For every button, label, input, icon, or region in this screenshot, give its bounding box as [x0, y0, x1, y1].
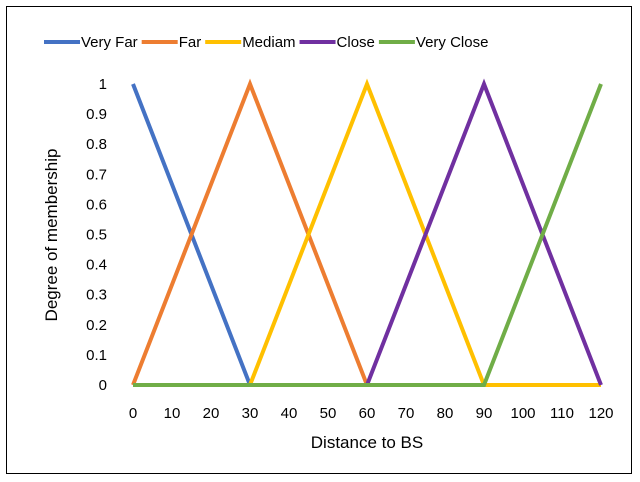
legend-label-very-close: Very Close: [416, 34, 489, 51]
legend-label-far: Far: [179, 34, 202, 51]
series-layer: [131, 78, 603, 387]
y-tick-label: 0.4: [86, 257, 107, 274]
x-tick-label: 80: [437, 405, 454, 422]
series-line-far: [131, 78, 601, 387]
x-tick-label: 30: [242, 405, 259, 422]
x-tick-label: 20: [203, 405, 220, 422]
series-line-close: [133, 78, 603, 387]
y-tick-label: 0.7: [86, 166, 107, 183]
legend-label-mediam: Mediam: [242, 34, 295, 51]
x-tick-label: 90: [476, 405, 493, 422]
y-tick-label: 0.5: [86, 227, 107, 244]
y-tick-label: 0.8: [86, 136, 107, 153]
x-tick-label: 10: [164, 405, 181, 422]
y-tick-label: 1: [99, 76, 107, 93]
y-tick-label: 0.6: [86, 196, 107, 213]
y-axis-title: Degree of membership: [42, 149, 61, 322]
x-tick-label: 60: [359, 405, 376, 422]
x-tick-label: 0: [129, 405, 137, 422]
y-axis-ticks: 0 0.1 0.2 0.3 0.4 0.5 0.6 0.7 0.8 0.9 1: [86, 76, 107, 394]
x-tick-label: 40: [281, 405, 298, 422]
legend-label-very-far: Very Far: [81, 34, 138, 51]
x-tick-label: 70: [398, 405, 415, 422]
series-line-very-close: [133, 83, 603, 387]
x-tick-label: 110: [550, 405, 574, 422]
y-tick-label: 0: [99, 377, 107, 394]
legend: Very Far Far Mediam Close Very Close: [44, 34, 488, 51]
y-tick-label: 0.2: [86, 317, 107, 334]
series-line-very-far: [131, 83, 601, 387]
y-tick-label: 0.3: [86, 287, 107, 304]
y-tick-label: 0.1: [86, 347, 107, 364]
x-tick-label: 50: [320, 405, 337, 422]
x-axis-title: Distance to BS: [311, 433, 423, 452]
y-tick-label: 0.9: [86, 106, 107, 123]
series-line-mediam: [133, 78, 601, 387]
x-tick-label: 120: [588, 405, 613, 422]
legend-label-close: Close: [337, 34, 375, 51]
chart-frame: [6, 6, 632, 474]
x-axis-ticks: 0 10 20 30 40 50 60 70 80 90 100 110 120: [129, 405, 614, 422]
x-tick-label: 100: [510, 405, 535, 422]
